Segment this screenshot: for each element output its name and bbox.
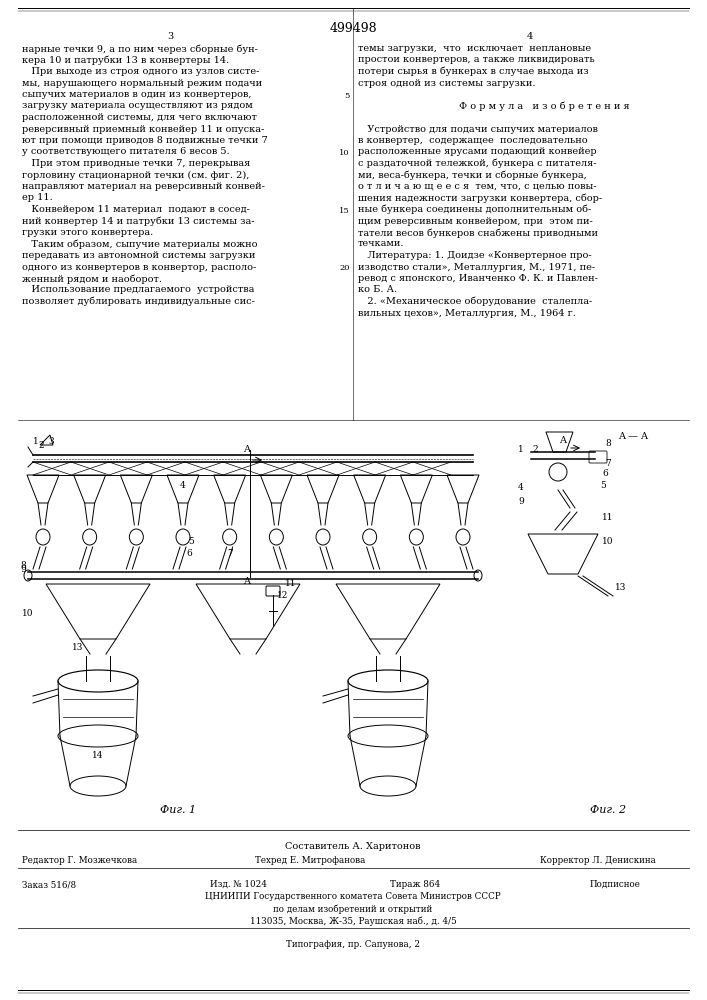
Text: 8: 8 [605, 440, 611, 448]
Text: 8: 8 [20, 562, 26, 570]
Text: 2: 2 [532, 444, 538, 454]
Text: 499498: 499498 [329, 22, 377, 35]
Text: Фиг. 2: Фиг. 2 [590, 805, 626, 815]
Text: 13: 13 [72, 643, 83, 652]
Text: татели весов бункеров снабжены приводными: татели весов бункеров снабжены приводным… [358, 228, 598, 237]
Text: A: A [243, 445, 250, 454]
Text: о т л и ч а ю щ е е с я  тем, что, с целью повы-: о т л и ч а ю щ е е с я тем, что, с цель… [358, 182, 597, 191]
Text: Использование предлагаемого  устройства: Использование предлагаемого устройства [22, 286, 255, 294]
Text: с раздаточной тележкой, бункера с питателя-: с раздаточной тележкой, бункера с питате… [358, 159, 597, 168]
Text: потери сырья в бункерах в случае выхода из: потери сырья в бункерах в случае выхода … [358, 67, 589, 77]
Text: 4: 4 [518, 484, 524, 492]
Text: При выходе из строя одного из узлов систе-: При выходе из строя одного из узлов сист… [22, 67, 259, 76]
Text: щим реверсивным конвейером, при  этом пи-: щим реверсивным конвейером, при этом пи- [358, 217, 592, 226]
Text: 11: 11 [285, 580, 297, 588]
Text: A: A [243, 577, 250, 586]
Text: 10: 10 [22, 609, 34, 618]
Text: вильных цехов», Металлургия, М., 1964 г.: вильных цехов», Металлургия, М., 1964 г. [358, 308, 576, 318]
Text: ревод с японского, Иванченко Ф. К. и Павлен-: ревод с японского, Иванченко Ф. К. и Пав… [358, 274, 598, 283]
Text: Литература: 1. Доидзе «Конвертерное про-: Литература: 1. Доидзе «Конвертерное про- [358, 251, 592, 260]
Text: 3: 3 [48, 436, 54, 446]
Text: Конвейером 11 материал  подают в сосед-: Конвейером 11 материал подают в сосед- [22, 205, 250, 214]
Text: ко Б. А.: ко Б. А. [358, 286, 397, 294]
Text: 6: 6 [602, 470, 608, 479]
Text: грузки этого конвертера.: грузки этого конвертера. [22, 228, 153, 237]
Text: мы, нарушающего нормальный режим подачи: мы, нарушающего нормальный режим подачи [22, 79, 262, 88]
Text: 7: 7 [227, 548, 233, 558]
Text: 9: 9 [20, 564, 26, 574]
Text: изводство стали», Металлургия, М., 1971, пе-: изводство стали», Металлургия, М., 1971,… [358, 262, 595, 271]
Text: строя одной из системы загрузки.: строя одной из системы загрузки. [358, 79, 535, 88]
Text: женный рядом и наоборот.: женный рядом и наоборот. [22, 274, 162, 284]
Text: ные бункера соединены дополнительным об-: ные бункера соединены дополнительным об- [358, 205, 591, 215]
Text: расположенной системы, для чего включают: расположенной системы, для чего включают [22, 113, 257, 122]
Text: Фиг. 1: Фиг. 1 [160, 805, 196, 815]
Text: горловину стационарной течки (см. фиг. 2),: горловину стационарной течки (см. фиг. 2… [22, 170, 250, 180]
Text: 6: 6 [186, 548, 192, 558]
Text: течками.: течками. [358, 239, 404, 248]
Text: нарные течки 9, а по ним через сборные бун-: нарные течки 9, а по ним через сборные б… [22, 44, 258, 53]
Text: шения надежности загрузки конвертера, сбор-: шения надежности загрузки конвертера, сб… [358, 194, 602, 203]
Text: 5: 5 [600, 482, 606, 490]
Text: 13: 13 [615, 584, 626, 592]
Text: 15: 15 [339, 207, 350, 215]
Text: Тираж 864: Тираж 864 [390, 880, 440, 889]
Text: Ф о р м у л а   и з о б р е т е н и я: Ф о р м у л а и з о б р е т е н и я [431, 102, 629, 111]
Text: ют при помощи приводов 8 подвижные течки 7: ют при помощи приводов 8 подвижные течки… [22, 136, 268, 145]
Text: 5: 5 [188, 536, 194, 546]
Text: 14: 14 [92, 752, 104, 760]
Text: 10: 10 [602, 538, 614, 546]
Text: простои конвертеров, а также ликвидировать: простои конвертеров, а также ликвидирова… [358, 55, 595, 64]
Text: у соответствующего питателя 6 весов 5.: у соответствующего питателя 6 весов 5. [22, 147, 230, 156]
Text: Корректор Л. Денискина: Корректор Л. Денискина [540, 856, 656, 865]
Text: ЦНИИПИ Государственного коматета Совета Министров СССР: ЦНИИПИ Государственного коматета Совета … [205, 892, 501, 901]
Text: 4: 4 [527, 32, 533, 41]
Text: расположенные ярусами подающий конвейер: расположенные ярусами подающий конвейер [358, 147, 597, 156]
Text: 9: 9 [518, 497, 524, 506]
Text: кера 10 и патрубки 13 в конвертеры 14.: кера 10 и патрубки 13 в конвертеры 14. [22, 55, 229, 65]
Text: Редактор Г. Мозжечкова: Редактор Г. Мозжечкова [22, 856, 137, 865]
Text: Заказ 516/8: Заказ 516/8 [22, 880, 76, 889]
Text: 1: 1 [33, 436, 39, 446]
Text: передавать из автономной системы загрузки: передавать из автономной системы загрузк… [22, 251, 255, 260]
Text: 12: 12 [277, 591, 288, 600]
Text: направляют материал на реверсивный конвей-: направляют материал на реверсивный конве… [22, 182, 265, 191]
Text: 4: 4 [180, 481, 186, 489]
Text: одного из конвертеров в конвертор, располо-: одного из конвертеров в конвертор, распо… [22, 262, 256, 271]
Text: Подписное: Подписное [590, 880, 641, 889]
Text: 10: 10 [339, 149, 350, 157]
Text: Устройство для подачи сыпучих материалов: Устройство для подачи сыпучих материалов [358, 124, 598, 133]
Text: A — A: A — A [618, 432, 648, 441]
Text: 11: 11 [602, 512, 614, 522]
Text: ер 11.: ер 11. [22, 194, 53, 202]
Text: 7: 7 [605, 460, 611, 468]
Text: ний конвертер 14 и патрубки 13 системы за-: ний конвертер 14 и патрубки 13 системы з… [22, 217, 255, 226]
Text: 3: 3 [167, 32, 173, 41]
Text: A: A [559, 436, 566, 445]
Text: При этом приводные течки 7, перекрывая: При этом приводные течки 7, перекрывая [22, 159, 250, 168]
Text: сыпучих материалов в один из конвертеров,: сыпучих материалов в один из конвертеров… [22, 90, 252, 99]
Text: Типография, пр. Сапунова, 2: Типография, пр. Сапунова, 2 [286, 940, 420, 949]
Text: 5: 5 [344, 92, 350, 100]
Text: в конвертер,  содержащее  последовательно: в конвертер, содержащее последовательно [358, 136, 588, 145]
Text: темы загрузки,  что  исключает  неплановые: темы загрузки, что исключает неплановые [358, 44, 591, 53]
Text: 113035, Москва, Ж-35, Раушская наб., д. 4/5: 113035, Москва, Ж-35, Раушская наб., д. … [250, 916, 456, 926]
Text: позволяет дублировать индивидуальные сис-: позволяет дублировать индивидуальные сис… [22, 297, 255, 306]
Text: Составитель А. Харитонов: Составитель А. Харитонов [285, 842, 421, 851]
Text: ми, веса-бункера, течки и сборные бункера,: ми, веса-бункера, течки и сборные бункер… [358, 170, 587, 180]
Text: Техред Е. Митрофанова: Техред Е. Митрофанова [255, 856, 366, 865]
Text: по делам изобретений и открытий: по делам изобретений и открытий [274, 904, 433, 914]
Text: 1: 1 [518, 444, 524, 454]
Text: реверсивный приемный конвейер 11 и опуска-: реверсивный приемный конвейер 11 и опуск… [22, 124, 264, 133]
Text: 20: 20 [339, 264, 350, 272]
Text: Изд. № 1024: Изд. № 1024 [210, 880, 267, 889]
Text: 2: 2 [38, 440, 44, 450]
Text: загрузку материала осуществляют из рядом: загрузку материала осуществляют из рядом [22, 102, 252, 110]
Text: 2. «Механическое оборудование  сталепла-: 2. «Механическое оборудование сталепла- [358, 297, 592, 306]
Text: Таким образом, сыпучие материалы можно: Таким образом, сыпучие материалы можно [22, 239, 257, 249]
